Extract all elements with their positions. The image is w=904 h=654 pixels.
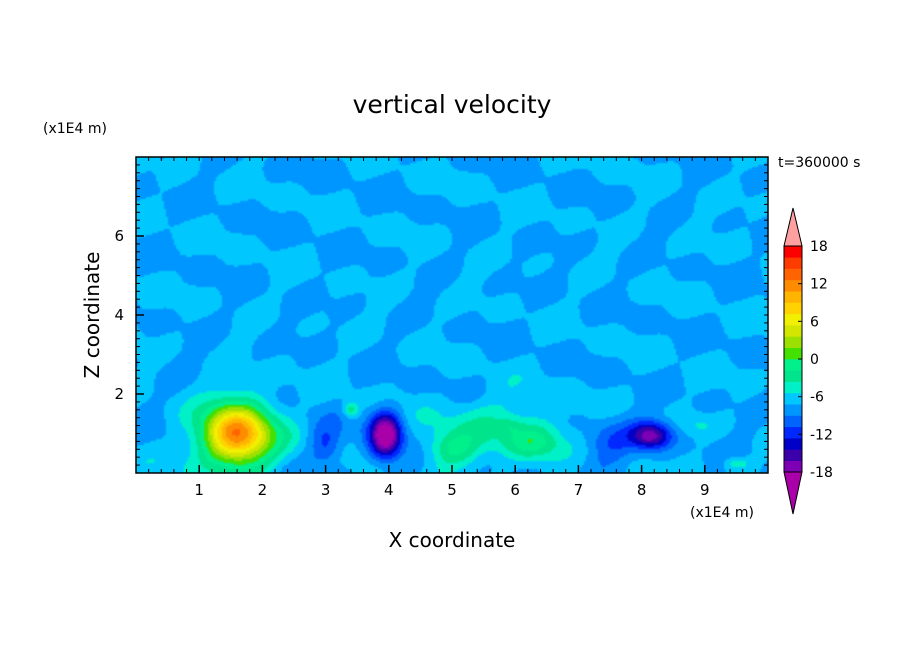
colorbar-swatch	[784, 302, 802, 315]
z-tick-label: 2	[114, 385, 124, 403]
colorbar: 18 12 6 0 -6 -12 -18	[783, 207, 833, 515]
x-tick-label: 5	[447, 481, 457, 499]
x-tick-label: 7	[574, 481, 584, 499]
x-tick-label: 4	[384, 481, 394, 499]
x-tick-label: 3	[321, 481, 331, 499]
minor-ticks	[135, 156, 769, 474]
colorbar-swatch	[784, 313, 802, 326]
colorbar-tick-label: 0	[810, 352, 819, 368]
colorbar-tick-label: -18	[810, 465, 833, 481]
colorbar-swatch	[784, 415, 802, 428]
z-axis-label: Z coordinate	[80, 252, 104, 379]
colorbar-tick-label: -12	[810, 427, 833, 443]
colorbar-swatch	[784, 460, 802, 473]
colorbar-swatch	[784, 404, 802, 416]
z-axis-unit: (x1E4 m)	[43, 121, 107, 137]
colorbar-tick-label: -6	[810, 390, 824, 406]
z-tick-label: 6	[114, 227, 124, 245]
colorbar-tick-label: 12	[810, 277, 828, 293]
x-axis-label: X coordinate	[389, 528, 516, 552]
x-axis-unit: (x1E4 m)	[690, 505, 754, 521]
colorbar-swatch	[784, 268, 802, 281]
plot-area	[135, 156, 769, 474]
colorbar-swatch	[784, 370, 802, 382]
x-tick-label: 9	[700, 481, 710, 499]
colorbar-swatch	[784, 426, 802, 439]
colorbar-swatch	[784, 438, 802, 450]
colorbar-tick-label: 6	[810, 314, 819, 330]
x-tick-label: 2	[258, 481, 268, 499]
colorbar-swatch	[784, 325, 802, 337]
z-axis-ticks: 2 4 6	[114, 227, 144, 403]
chart-title: vertical velocity	[353, 90, 552, 119]
time-label: t=360000 s	[778, 155, 860, 171]
colorbar-swatch	[784, 291, 802, 303]
x-tick-label: 1	[194, 481, 204, 499]
x-tick-label: 8	[637, 481, 647, 499]
colorbar-tick-label: 18	[810, 239, 828, 255]
colorbar-swatch	[784, 279, 802, 292]
colorbar-swatch	[784, 381, 802, 394]
colorbar-swatch	[784, 347, 802, 360]
colorbar-swatch	[784, 392, 802, 405]
x-tick-label: 6	[510, 481, 520, 499]
x-axis-ticks: 1 2 3 4 5 6 7 8 9	[194, 465, 710, 499]
colorbar-swatch	[784, 359, 802, 371]
colorbar-swatch	[784, 257, 802, 269]
colorbar-extend-min	[783, 471, 803, 515]
colorbar-swatch	[784, 246, 802, 258]
velocity-field	[136, 157, 768, 473]
colorbar-extend-max	[783, 207, 803, 247]
colorbar-swatch	[784, 336, 802, 348]
colorbar-swatch	[784, 449, 802, 461]
z-tick-label: 4	[114, 306, 124, 324]
